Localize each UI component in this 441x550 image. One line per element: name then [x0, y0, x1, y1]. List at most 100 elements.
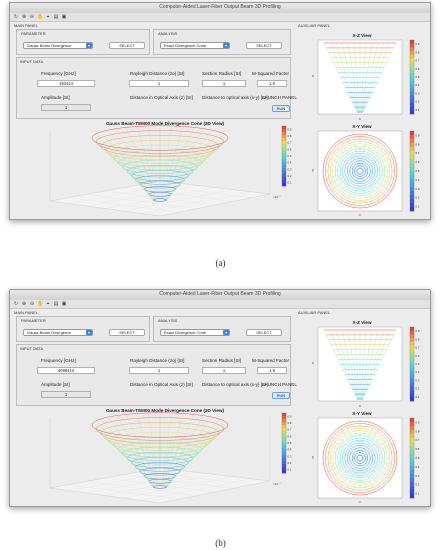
legend-icon[interactable]: ▤ — [53, 14, 59, 20]
colorbar-segment — [282, 461, 286, 465]
colorbar-tick-label: 0.9 — [416, 133, 420, 137]
zoom-in-icon[interactable]: ⊕ — [21, 14, 27, 20]
colorbar-segment — [410, 203, 414, 208]
analysis-select-button[interactable]: SELECT — [246, 329, 282, 336]
colorbar-segment — [410, 195, 414, 200]
colorbar-tick-label: 0.9 — [416, 329, 420, 333]
xy-spoke — [325, 156, 358, 170]
colorbar-segment — [410, 77, 414, 81]
parameter-select-button[interactable]: SELECT — [109, 329, 145, 336]
pan-icon[interactable]: ✋ — [37, 14, 44, 20]
xz-view-plot[interactable]: x z 0.9 0.8 0.7 0.6 0.5 0.4 0.3 0.2 0.1 — [310, 325, 422, 409]
xy-x-label: x — [359, 500, 361, 504]
xy-spoke — [333, 173, 358, 198]
save-icon[interactable]: ▣ — [61, 301, 67, 307]
colorbar-segment — [410, 393, 414, 398]
analysis-select[interactable]: Exact Divergence Cone ▾ — [160, 329, 230, 336]
colorbar-segment — [282, 141, 286, 145]
xy-view-plot[interactable]: x y 0.9 0.8 0.7 0.6 0.5 0.4 0.3 0.2 0.1 — [310, 416, 422, 504]
colorbar-segment — [282, 416, 286, 420]
xy-spoke — [362, 459, 391, 479]
colorbar-segment — [410, 470, 414, 475]
colorbar-segment — [282, 171, 286, 175]
colorbar-segment — [410, 143, 414, 148]
window-title: Computer-Aided Laser-Fiber Output Beam 3… — [159, 291, 281, 297]
xz-generatrix-line — [362, 42, 391, 113]
zoom-in-icon[interactable]: ⊕ — [21, 301, 27, 307]
parameter-select-value: Gauss Beam Divergence — [27, 330, 72, 335]
input-data-panel: INPUT DATA Frequency [GHz] Rayleigh Dist… — [16, 344, 297, 406]
colorbar-tick-label: 0.6 — [416, 160, 420, 164]
parameter-select[interactable]: Gauss Beam Divergence ▾ — [23, 42, 93, 49]
chevron-down-icon: ▾ — [86, 43, 92, 48]
zoom-out-icon[interactable]: ⊖ — [29, 14, 35, 20]
distance-z-label: Distance in Optical Axis (z) [SI] — [130, 382, 193, 387]
rotate-icon[interactable]: ↻ — [13, 14, 19, 20]
amplitude-input[interactable]: 1 — [41, 104, 91, 111]
xz-view-plot[interactable]: x z 0.9 0.8 0.7 0.6 0.5 0.4 0.3 0.2 0.1 — [310, 38, 422, 122]
colorbar-segment — [410, 375, 414, 380]
analysis-select[interactable]: Exact Divergence Cone ▾ — [160, 42, 230, 49]
frequency-input[interactable]: 4098414 — [37, 367, 95, 374]
xy-spoke — [362, 156, 395, 170]
xy-spoke — [323, 171, 358, 179]
msquared-input[interactable]: 1.5 — [257, 80, 287, 87]
xy-spoke — [360, 460, 368, 495]
section-input[interactable]: 1 — [202, 367, 246, 374]
main-3d-plot[interactable]: ×10⁻⁷ 0.9 0.8 0.7 0.6 0.5 0.4 0.3 0.2 0.1 — [30, 412, 292, 505]
rayleigh-input[interactable]: 1 — [129, 367, 189, 374]
analysis-select-button[interactable]: SELECT — [246, 42, 282, 49]
frequency-input[interactable]: 193414 — [37, 80, 95, 87]
datacursor-icon[interactable]: ⌖ — [46, 301, 50, 307]
xy-spoke — [345, 423, 359, 456]
colorbar-segment — [410, 397, 414, 402]
xy-spoke — [361, 427, 381, 456]
caption-a: (a) — [215, 258, 226, 268]
cone-spoke — [161, 150, 172, 202]
run-button[interactable]: RUN — [272, 392, 290, 399]
colorbar-tick-label: 0.6 — [416, 67, 420, 71]
colorbar-segment — [410, 40, 414, 44]
colorbar-tick-label: 0.4 — [416, 465, 420, 469]
colorbar-segment — [410, 418, 414, 423]
rotate-icon[interactable]: ↻ — [13, 301, 19, 307]
xz-generatrix-line — [329, 329, 358, 400]
distance-xy-label: Distance to optical axis (x-y) [SI] — [202, 95, 268, 100]
chevron-down-icon: ▾ — [223, 43, 229, 48]
save-icon[interactable]: ▣ — [61, 14, 67, 20]
run-button[interactable]: RUN — [272, 105, 290, 112]
colorbar-segment — [410, 65, 414, 70]
rayleigh-input[interactable]: 1 — [129, 80, 189, 87]
parameter-select[interactable]: Gauss Beam Divergence ▾ — [23, 329, 93, 336]
analysis-label: ANALYSIS — [158, 318, 178, 323]
cone-spoke — [163, 414, 195, 486]
xy-spoke — [345, 460, 359, 493]
colorbar-segment — [410, 458, 414, 463]
xz-generatrix-line — [323, 42, 358, 113]
legend-icon[interactable]: ▤ — [53, 301, 59, 307]
colorbar-tick-label: 0.4 — [288, 448, 292, 452]
colorbar-segment — [282, 144, 286, 148]
input-data-label: INPUT DATA — [20, 346, 44, 351]
parameter-select-button[interactable]: SELECT — [109, 42, 145, 49]
xy-spoke — [362, 172, 391, 192]
xy-view-plot[interactable]: x y 0.9 0.8 0.7 0.6 0.5 0.4 0.3 0.2 0.1 — [310, 129, 422, 217]
colorbar-tick-label: 0.6 — [416, 447, 420, 451]
input-data-label: INPUT DATA — [20, 59, 44, 64]
datacursor-icon[interactable]: ⌖ — [46, 14, 50, 20]
msquared-input[interactable]: 1.5 — [257, 367, 287, 374]
colorbar-segment — [282, 138, 286, 142]
amplitude-input[interactable]: 1 — [41, 391, 91, 398]
pan-icon[interactable]: ✋ — [37, 301, 44, 307]
distance-xy-label: Distance to optical axis (x-y) [SI] — [202, 382, 268, 387]
xz-generatrix-line — [360, 42, 367, 113]
zoom-out-icon[interactable]: ⊖ — [29, 301, 35, 307]
xy-spoke — [362, 458, 397, 466]
colorbar-segment — [410, 474, 414, 479]
main-3d-plot[interactable]: ×10⁻⁷ 0.9 0.8 0.7 0.6 0.5 0.4 0.3 0.2 0.1 — [30, 125, 292, 218]
colorbar-segment — [410, 95, 414, 100]
section-input[interactable]: 1 — [202, 80, 246, 87]
analysis-panel: ANALYSIS Exact Divergence Cone ▾ SELECT — [153, 316, 291, 342]
main-panel-label: MAIN PANEL — [14, 23, 38, 28]
app-window-b: Computer-Aided Laser-Fiber Output Beam 3… — [9, 289, 431, 507]
